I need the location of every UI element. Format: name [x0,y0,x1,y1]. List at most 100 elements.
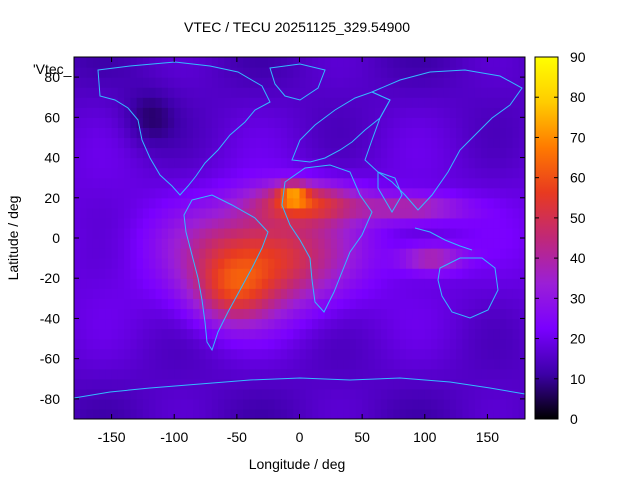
heatmap-cell [180,328,188,340]
heatmap-cell [249,308,257,320]
heatmap-cell [330,57,338,68]
heatmap-cell [280,227,288,239]
heatmap-cell [487,137,495,149]
heatmap-cell [456,147,463,159]
heatmap-cell [293,358,301,370]
heatmap-cell [280,167,288,179]
heatmap-cell [518,378,525,390]
heatmap-cell [318,127,326,139]
heatmap-cell [431,328,438,340]
heatmap-cell [318,378,326,390]
heatmap-cell [487,388,495,400]
heatmap-cell [418,87,426,98]
heatmap-cell [462,278,470,289]
heatmap-cell [86,87,94,98]
heatmap-cell [374,248,382,259]
heatmap-cell [74,217,81,229]
heatmap-cell [518,348,525,360]
heatmap-cell [393,97,401,108]
heatmap-cell [380,147,388,159]
heatmap-cell [186,358,194,370]
heatmap-cell [99,358,106,370]
heatmap-cell [481,258,489,269]
heatmap-cell [424,217,432,229]
heatmap-cell [337,308,344,320]
heatmap-cell [412,298,420,309]
heatmap-cell [124,278,131,289]
heatmap-cell [274,187,282,199]
heatmap-cell [105,388,113,400]
heatmap-cell [274,107,282,118]
heatmap-cell [343,318,351,330]
heatmap-cell [412,378,420,390]
heatmap-cell [380,157,388,169]
heatmap-cell [111,227,119,239]
heatmap-cell [412,157,420,169]
heatmap-cell [255,197,263,209]
heatmap-cell [124,258,131,269]
heatmap-cell [274,258,282,269]
heatmap-cell [343,157,351,169]
heatmap-cell [293,87,301,98]
heatmap-cell [337,207,344,219]
heatmap-cell [174,197,182,209]
heatmap-cell [249,127,257,139]
heatmap-cell [261,348,269,360]
heatmap-cell [230,167,238,179]
heatmap-cell [499,348,507,360]
heatmap-cell [218,77,225,88]
heatmap-cell [431,238,438,249]
heatmap-cell [424,248,432,259]
heatmap-cell [305,368,313,380]
heatmap-cell [456,378,463,390]
heatmap-cell [286,57,294,68]
heatmap-cell [355,227,363,239]
heatmap-cell [243,227,250,239]
heatmap-cell [161,338,169,350]
heatmap-cell [481,227,489,239]
heatmap-cell [130,187,138,199]
heatmap-cell [280,107,288,118]
heatmap-cell [167,107,175,118]
heatmap-cell [518,157,525,169]
heatmap-cell [205,107,213,118]
heatmap-cell [274,127,282,139]
heatmap-cell [299,157,307,169]
heatmap-cell [368,308,376,320]
heatmap-cell [474,127,482,139]
heatmap-cell [99,137,106,149]
heatmap-cell [387,157,395,169]
heatmap-cell [180,278,188,289]
heatmap-cell [92,408,100,419]
heatmap-cell [243,318,250,330]
heatmap-cell [424,177,432,189]
heatmap-cell [161,288,169,299]
heatmap-cell [474,318,482,330]
heatmap-cell [136,147,144,159]
heatmap-cell [74,147,81,159]
heatmap-cell [387,328,395,340]
heatmap-cell [161,278,169,289]
heatmap-cell [424,157,432,169]
heatmap-cell [343,127,351,139]
heatmap-cell [305,137,313,149]
heatmap-cell [318,298,326,309]
heatmap-cell [399,77,407,88]
heatmap-cell [405,288,413,299]
heatmap-cell [236,278,244,289]
heatmap-cell [431,408,438,419]
heatmap-cell [117,137,125,149]
heatmap-cell [80,217,88,229]
heatmap-cell [374,57,382,68]
heatmap-cell [330,268,338,279]
heatmap-cell [412,177,420,189]
heatmap-cell [167,258,175,269]
heatmap-cell [111,248,119,259]
heatmap-area [74,57,525,419]
heatmap-cell [443,408,451,419]
heatmap-cell [412,268,420,279]
heatmap-cell [305,318,313,330]
heatmap-cell [393,77,401,88]
heatmap-cell [161,117,169,128]
heatmap-cell [518,77,525,88]
